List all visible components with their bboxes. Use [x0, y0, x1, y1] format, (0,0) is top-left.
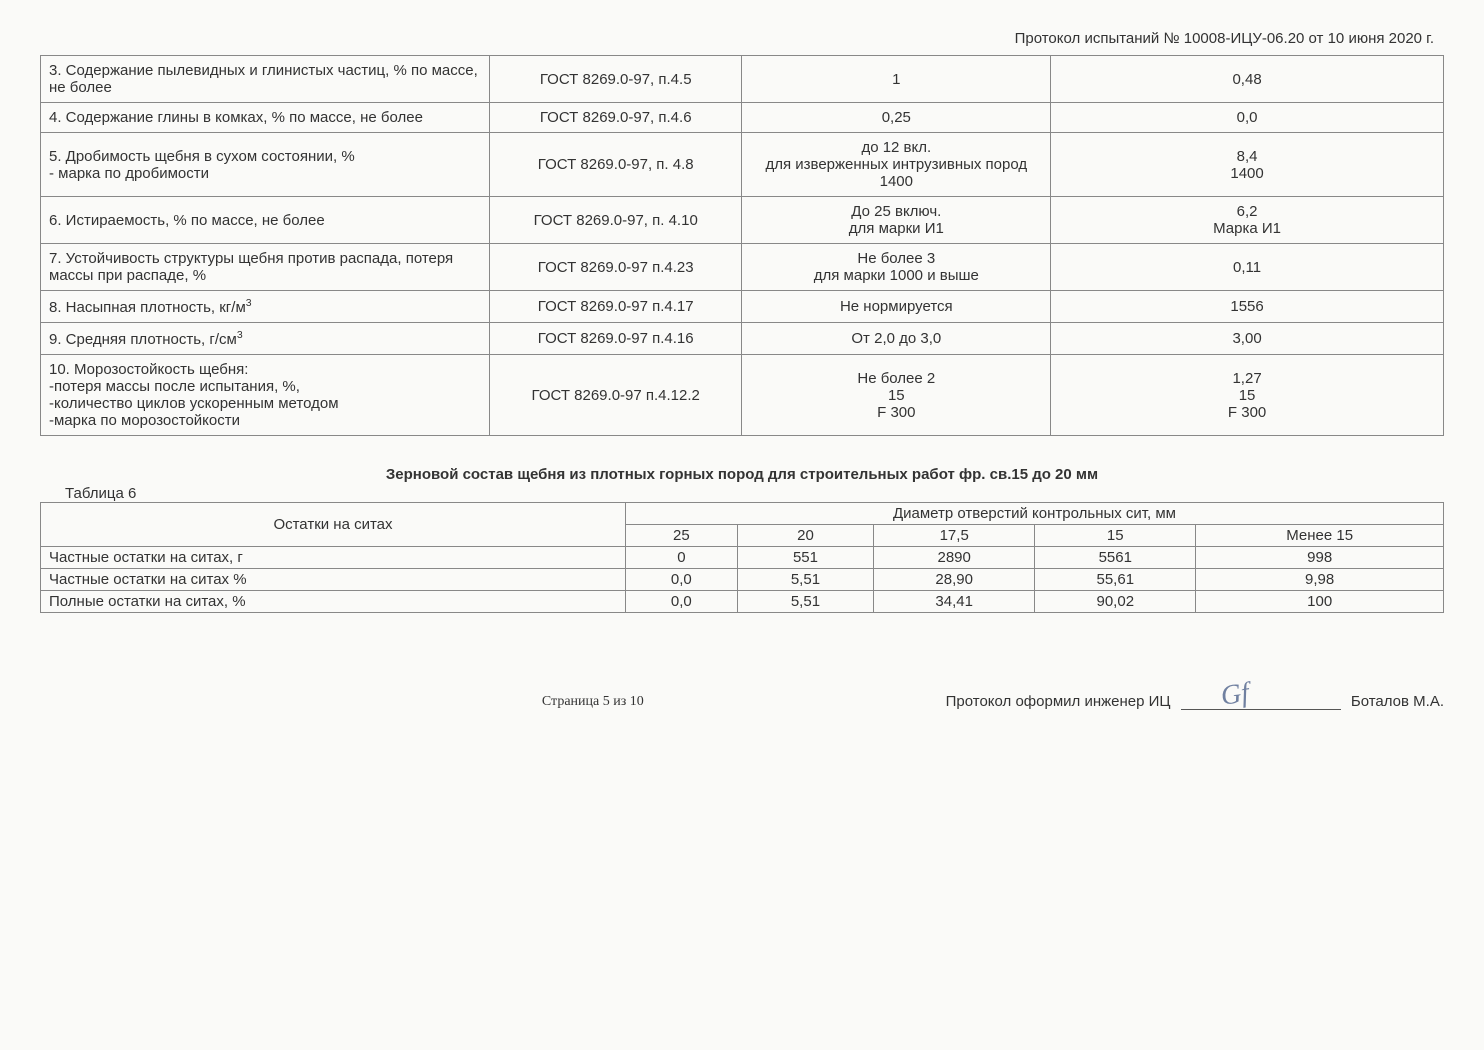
sieve-col-header: Диаметр отверстий контрольных сит, мм — [625, 503, 1443, 525]
result-cell: 6,2 Марка И1 — [1051, 197, 1444, 244]
method-cell: ГОСТ 8269.0-97 п.4.17 — [489, 291, 742, 323]
sieve-value-cell: 55,61 — [1035, 569, 1196, 591]
engineer-label: Протокол оформил инженер ИЦ — [946, 693, 1171, 710]
param-cell: 5. Дробимость щебня в сухом состоянии, %… — [41, 133, 490, 197]
sieve-value-cell: 9,98 — [1196, 569, 1444, 591]
table-row: 10. Морозостойкость щебня: -потеря массы… — [41, 355, 1444, 436]
table-row: 7. Устойчивость структуры щебня против р… — [41, 244, 1444, 291]
table-row: 3. Содержание пылевидных и глинистых час… — [41, 56, 1444, 103]
sieve-size-header: Менее 15 — [1196, 525, 1444, 547]
table-row: 5. Дробимость щебня в сухом состоянии, %… — [41, 133, 1444, 197]
engineer-signature-block: Протокол оформил инженер ИЦ Gf Боталов М… — [946, 693, 1444, 710]
method-cell: ГОСТ 8269.0-97 п.4.16 — [489, 323, 742, 355]
sieve-value-cell: 2890 — [874, 547, 1035, 569]
sieve-row-label: Частные остатки на ситах, г — [41, 547, 626, 569]
section-title: Зерновой состав щебня из плотных горных … — [40, 466, 1444, 483]
param-cell: 4. Содержание глины в комках, % по массе… — [41, 103, 490, 133]
method-cell: ГОСТ 8269.0-97, п. 4.10 — [489, 197, 742, 244]
method-cell: ГОСТ 8269.0-97 п.4.23 — [489, 244, 742, 291]
sieve-value-cell: 0,0 — [625, 569, 737, 591]
protocol-header: Протокол испытаний № 10008-ИЦУ-06.20 от … — [40, 30, 1434, 47]
param-cell: 6. Истираемость, % по массе, не более — [41, 197, 490, 244]
sieve-row-label: Частные остатки на ситах % — [41, 569, 626, 591]
result-cell: 0,11 — [1051, 244, 1444, 291]
sieve-value-cell: 0,0 — [625, 591, 737, 613]
page-number: Страница 5 из 10 — [240, 694, 946, 710]
method-cell: ГОСТ 8269.0-97, п. 4.8 — [489, 133, 742, 197]
sieve-value-cell: 5561 — [1035, 547, 1196, 569]
sieve-value-cell: 28,90 — [874, 569, 1035, 591]
table-row: 8. Насыпная плотность, кг/м3ГОСТ 8269.0-… — [41, 291, 1444, 323]
sieve-value-cell: 5,51 — [737, 569, 873, 591]
result-cell: 1,27 15 F 300 — [1051, 355, 1444, 436]
sieve-size-header: 20 — [737, 525, 873, 547]
param-cell: 3. Содержание пылевидных и глинистых час… — [41, 56, 490, 103]
method-cell: ГОСТ 8269.0-97 п.4.12.2 — [489, 355, 742, 436]
norm-cell: До 25 включ. для марки И1 — [742, 197, 1051, 244]
norm-cell: Не нормируется — [742, 291, 1051, 323]
norm-cell: Не более 3 для марки 1000 и выше — [742, 244, 1051, 291]
result-cell: 8,4 1400 — [1051, 133, 1444, 197]
sieve-value-cell: 998 — [1196, 547, 1444, 569]
sieve-size-header: 17,5 — [874, 525, 1035, 547]
table-row: 9. Средняя плотность, г/см3ГОСТ 8269.0-9… — [41, 323, 1444, 355]
table-row: 4. Содержание глины в комках, % по массе… — [41, 103, 1444, 133]
norm-cell: 1 — [742, 56, 1051, 103]
engineer-name: Боталов М.А. — [1351, 693, 1444, 710]
method-cell: ГОСТ 8269.0-97, п.4.5 — [489, 56, 742, 103]
sieve-row-header: Остатки на ситах — [41, 503, 626, 547]
sieve-value-cell: 90,02 — [1035, 591, 1196, 613]
signature-line: Gf — [1181, 709, 1341, 710]
result-cell: 0,0 — [1051, 103, 1444, 133]
main-parameters-table: 3. Содержание пылевидных и глинистых час… — [40, 55, 1444, 436]
page-footer: Страница 5 из 10 Протокол оформил инжене… — [40, 693, 1444, 710]
param-cell: 8. Насыпная плотность, кг/м3 — [41, 291, 490, 323]
norm-cell: 0,25 — [742, 103, 1051, 133]
norm-cell: Не более 2 15 F 300 — [742, 355, 1051, 436]
table-row: Частные остатки на ситах %0,05,5128,9055… — [41, 569, 1444, 591]
sieve-value-cell: 0 — [625, 547, 737, 569]
sieve-analysis-table: Остатки на ситах Диаметр отверстий контр… — [40, 502, 1444, 613]
result-cell: 3,00 — [1051, 323, 1444, 355]
param-cell: 9. Средняя плотность, г/см3 — [41, 323, 490, 355]
table-row: 6. Истираемость, % по массе, не болееГОС… — [41, 197, 1444, 244]
table-row: Полные остатки на ситах, %0,05,5134,4190… — [41, 591, 1444, 613]
sieve-value-cell: 34,41 — [874, 591, 1035, 613]
method-cell: ГОСТ 8269.0-97, п.4.6 — [489, 103, 742, 133]
param-cell: 10. Морозостойкость щебня: -потеря массы… — [41, 355, 490, 436]
sieve-value-cell: 5,51 — [737, 591, 873, 613]
param-cell: 7. Устойчивость структуры щебня против р… — [41, 244, 490, 291]
result-cell: 0,48 — [1051, 56, 1444, 103]
table-row: Частные остатки на ситах, г0551289055619… — [41, 547, 1444, 569]
sieve-row-label: Полные остатки на ситах, % — [41, 591, 626, 613]
sieve-size-header: 25 — [625, 525, 737, 547]
sieve-size-header: 15 — [1035, 525, 1196, 547]
sieve-value-cell: 100 — [1196, 591, 1444, 613]
sieve-value-cell: 551 — [737, 547, 873, 569]
table-label: Таблица 6 — [65, 485, 1444, 502]
result-cell: 1556 — [1051, 291, 1444, 323]
norm-cell: От 2,0 до 3,0 — [742, 323, 1051, 355]
norm-cell: до 12 вкл. для изверженных интрузивных п… — [742, 133, 1051, 197]
signature-mark: Gf — [1219, 677, 1251, 713]
